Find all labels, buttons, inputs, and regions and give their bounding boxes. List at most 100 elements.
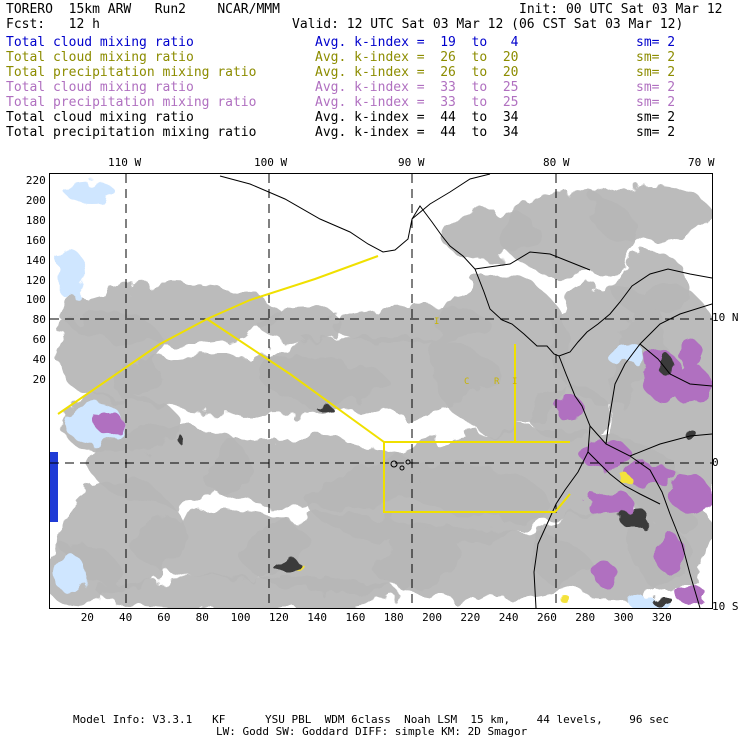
x-tick-label: 140 [307,611,328,624]
cloud-patch [678,339,702,369]
x-tick-label: 300 [613,611,634,624]
x-tick-label: 20 [80,611,94,624]
cloud-patch [580,439,630,469]
cloud-patch [675,584,705,604]
y-tick-label: 80 [32,313,46,327]
legend-field-name: Total cloud mixing ratio [6,110,194,125]
x-tick-label: 80 [195,611,209,624]
cloud-patch [593,562,617,586]
svg-text:C: C [464,377,469,387]
cloud-patch [555,397,585,421]
cloud-patch [620,509,650,529]
legend-smoothing: sm= 2 [636,95,676,110]
x-tick-label: 180 [383,611,404,624]
legend-smoothing: sm= 2 [636,35,676,50]
legend-k-index: Avg. k-index = 26 to 20 [315,65,519,80]
cloud-patch [177,435,183,443]
legend-k-index: Avg. k-index = 44 to 34 [315,125,519,140]
y-tick-label: 40 [32,353,46,367]
longitude-label: 110 W [108,156,142,169]
legend-row: Total cloud mixing ratio Avg. k-index = 2… [6,50,726,65]
model-info: Model Info: V3.3.1 KF YSU PBL WDM 6class… [73,713,670,726]
legend-field-name: Total cloud mixing ratio [6,80,194,95]
svg-text:I: I [512,377,517,387]
y-tick-label: 20 [32,373,46,386]
legend-field-name: Total precipitation mixing ratio [6,65,257,80]
cloud-patch [640,349,680,399]
blue-edge-field [50,452,58,522]
legend-field-name: Total cloud mixing ratio [6,35,194,50]
svg-text:R: R [494,377,500,387]
x-tick-label: 40 [119,611,133,624]
y-tick-label: 180 [25,213,46,227]
y-tick-label: 100 [25,293,46,307]
y-tick-label: 220 [25,174,46,187]
cloud-patch [590,184,710,244]
yellow-precip-patch [560,595,570,603]
purple-precip-patches [95,339,710,604]
forecast-hour: Fcst: 12 h [6,17,100,32]
cloud-patch [685,428,695,440]
x-tick-label: 280 [575,611,596,624]
legend-k-index: Avg. k-index = 44 to 34 [315,110,519,125]
legend-k-index: Avg. k-index = 33 to 25 [315,80,519,95]
legend-k-index: Avg. k-index = 33 to 25 [315,95,519,110]
cloud-patch [655,534,685,574]
y-tick-label: 140 [25,253,46,267]
cloud-patch [330,306,490,342]
map-canvas: I C R I [50,174,712,608]
cloud-patch [270,559,300,569]
map-panel: I C R I [49,173,713,609]
legend-row: Total cloud mixing ratio Avg. k-index = 1… [6,35,726,50]
latitude-label: 0 [712,456,719,469]
x-tick-label: 260 [537,611,557,624]
valid-time: Valid: 12 UTC Sat 03 Mar 12 (06 CST Sat … [292,17,684,32]
longitude-label: 90 W [398,156,425,169]
cloud-patch [65,182,115,202]
legend-field-name: Total precipitation mixing ratio [6,125,257,140]
x-tick-label: 120 [268,611,289,624]
x-tick-label: 100 [230,611,251,624]
legend-row: Total precipitation mixing ratio Avg. k-i… [6,65,726,80]
x-tick-label: 220 [460,611,481,624]
legend-smoothing: sm= 2 [636,125,676,140]
dark-cloud-cores [177,352,695,605]
yellow-precip-patch [619,474,631,484]
legend-field-name: Total cloud mixing ratio [6,50,194,65]
cloud-patch [317,406,333,412]
x-tick-label: 320 [651,611,672,624]
legend-smoothing: sm= 2 [636,65,676,80]
y-tick-label: 160 [25,233,46,247]
init-time: Init: 00 UTC Sat 03 Mar 12 [519,2,723,17]
y-tick-label: 200 [25,193,46,207]
legend-row: Total cloud mixing ratio Avg. k-index = 3… [6,80,726,95]
cloud-patch [625,462,675,486]
legend-k-index: Avg. k-index = 26 to 20 [315,50,519,65]
cloud-patch [670,474,710,514]
y-tick-label: 120 [25,273,46,287]
legend-smoothing: sm= 2 [636,50,676,65]
coastlines [219,174,712,608]
legend-row: Total cloud mixing ratio Avg. k-index = 4… [6,110,726,125]
cloud-patch [55,554,85,594]
x-tick-label: 200 [422,611,442,624]
cloud-patch [610,254,690,314]
cloud-patch [55,249,85,299]
track-markers: I C R I [434,317,517,387]
legend-row: Total precipitation mixing ratio Avg. k-i… [6,125,726,140]
cloud-patch [660,352,670,376]
flight-track [57,255,571,513]
cloud-patch [605,344,645,364]
lat-lon-grid [50,174,712,608]
y-tick-label: 60 [32,333,46,347]
legend-smoothing: sm= 2 [636,80,676,95]
latitude-label: 10 S [712,600,739,613]
x-tick-label: 240 [498,611,519,624]
longitude-label: 100 W [254,156,288,169]
longitude-label: 70 W [688,156,715,169]
physics-info: LW: Godd SW: Goddard DIFF: simple KM: 2D… [216,725,528,738]
legend-smoothing: sm= 2 [636,110,676,125]
longitude-label: 80 W [543,156,570,169]
x-tick-label: 60 [157,611,171,624]
svg-text:I: I [434,317,439,327]
